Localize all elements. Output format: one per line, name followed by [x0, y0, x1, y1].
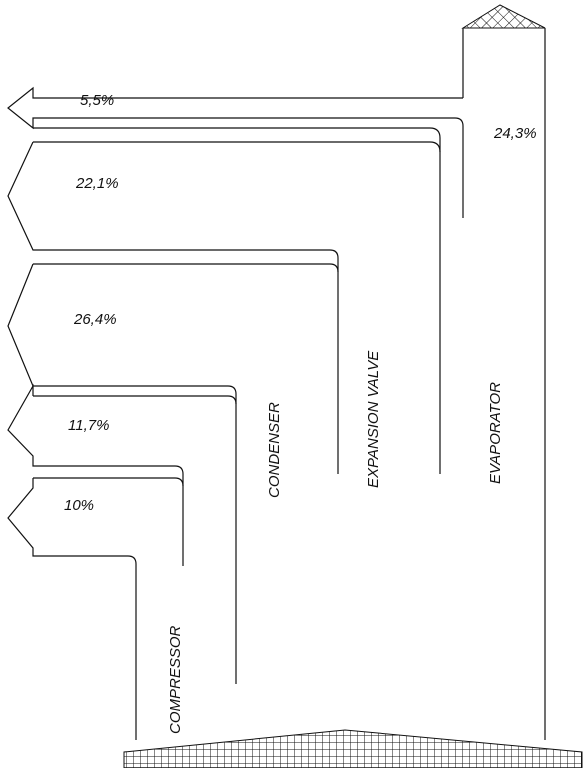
condenser-inner-line — [33, 263, 339, 273]
flow-arrow-10 — [7, 478, 137, 740]
condenser-line — [33, 395, 237, 405]
flow-arrow-11-7 — [7, 383, 184, 566]
flow-arrow-26-4 — [7, 263, 237, 684]
evaporator-column — [462, 28, 546, 740]
flow-arrow-5-5 — [7, 86, 464, 218]
stage-label-evaporator: EVAPORATOR — [487, 382, 504, 484]
flow-label-24-3: 24,3% — [493, 125, 537, 142]
flow-label-10: 10% — [64, 497, 94, 514]
flow-label-22-1: 22,1% — [75, 175, 119, 192]
flow-label-5-5: 5,5% — [80, 92, 114, 109]
stage-label-condenser: CONDENSER — [266, 402, 283, 498]
expansion-valve-inner-line — [33, 141, 441, 153]
stage-label-expansion-valve: EXPANSION VALVE — [365, 350, 382, 488]
compressor-input-base — [123, 729, 583, 768]
compressor-inner-line — [33, 477, 184, 487]
flow-arrow-22-1 — [7, 141, 339, 474]
stage-label-compressor: COMPRESSOR — [167, 625, 184, 734]
flow-label-11-7: 11,7% — [68, 417, 109, 434]
expansion-valve-line — [33, 127, 441, 474]
evaporator-cap — [461, 4, 546, 29]
flow-label-26-4: 26,4% — [73, 311, 117, 328]
